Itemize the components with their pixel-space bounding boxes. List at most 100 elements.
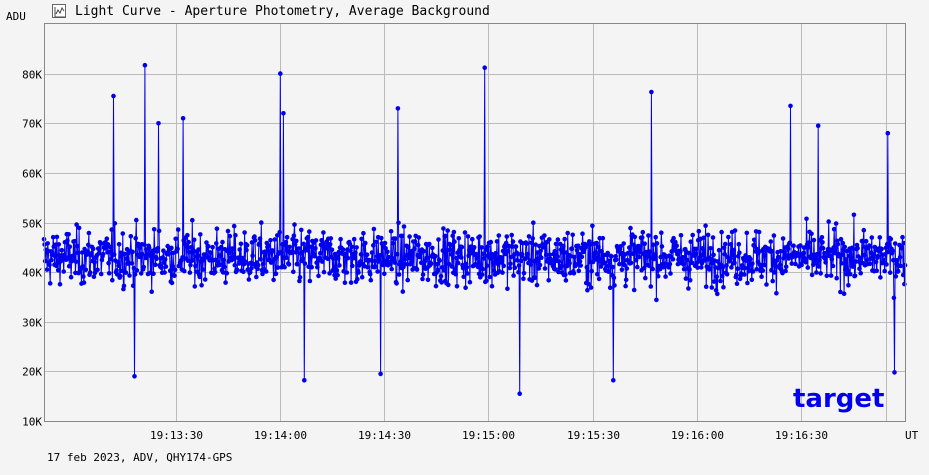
data-point — [481, 251, 486, 257]
data-point — [750, 269, 756, 274]
data-point — [169, 280, 175, 286]
data-point — [162, 270, 167, 275]
data-point — [395, 106, 401, 111]
data-point — [756, 250, 761, 255]
data-point — [250, 253, 255, 259]
series-label-target: target — [793, 384, 885, 414]
data-point — [255, 266, 260, 272]
data-point — [898, 263, 903, 269]
data-point — [454, 284, 460, 289]
y-tick-label: 30K — [22, 317, 42, 330]
data-point — [878, 275, 883, 280]
data-point — [106, 271, 112, 276]
data-point — [282, 264, 287, 270]
data-point — [561, 243, 566, 249]
data-point — [762, 262, 767, 268]
data-point — [463, 285, 468, 291]
data-point — [900, 234, 905, 240]
data-point — [435, 261, 440, 267]
data-point — [742, 265, 748, 271]
plot-frame — [44, 23, 906, 422]
data-point — [383, 246, 388, 251]
data-point — [218, 244, 224, 250]
data-point — [709, 285, 715, 290]
data-point — [287, 244, 292, 250]
data-point — [390, 241, 396, 246]
data-point — [225, 228, 231, 234]
data-point — [817, 257, 822, 263]
data-point — [611, 275, 617, 281]
data-point — [631, 287, 637, 293]
data-point — [734, 272, 739, 278]
data-point — [510, 239, 516, 244]
data-point — [356, 270, 361, 275]
data-point — [890, 248, 895, 254]
data-point — [153, 262, 158, 268]
data-point — [433, 253, 438, 259]
data-point — [791, 243, 796, 248]
data-point — [271, 277, 276, 283]
data-point — [596, 276, 602, 282]
data-point — [74, 222, 79, 227]
data-point — [300, 256, 306, 262]
data-point — [44, 267, 50, 272]
data-point — [519, 251, 525, 257]
data-point — [650, 266, 655, 272]
data-point — [867, 261, 873, 267]
data-point — [877, 235, 883, 240]
data-point — [607, 285, 613, 291]
data-point — [278, 71, 283, 76]
data-point — [116, 241, 122, 247]
data-point — [633, 257, 639, 263]
data-point — [536, 266, 542, 271]
data-point — [361, 230, 366, 236]
data-point — [175, 227, 181, 232]
data-point — [626, 251, 631, 256]
data-point — [542, 266, 548, 271]
data-point — [435, 267, 441, 273]
data-point — [395, 251, 400, 257]
data-point — [789, 261, 795, 266]
data-point — [803, 260, 809, 265]
data-point — [488, 239, 494, 245]
data-point — [793, 261, 798, 267]
data-point — [814, 251, 820, 257]
data-point — [745, 280, 750, 286]
data-point — [185, 232, 190, 238]
data-point — [809, 272, 815, 278]
data-point — [412, 246, 417, 252]
data-point — [500, 270, 505, 275]
data-point — [593, 250, 599, 256]
data-point — [193, 263, 198, 269]
data-point — [575, 243, 581, 249]
data-point — [291, 233, 297, 238]
chart-title: Light Curve - Aperture Photometry, Avera… — [75, 4, 490, 19]
data-point — [871, 251, 876, 257]
data-point — [81, 274, 86, 279]
data-point — [259, 220, 264, 225]
data-point — [59, 247, 65, 253]
data-point — [204, 240, 209, 245]
data-point — [67, 244, 73, 249]
data-point — [335, 272, 340, 278]
data-point — [75, 250, 81, 255]
data-point — [846, 253, 852, 259]
data-point — [242, 230, 247, 235]
data-point — [247, 269, 253, 275]
data-point — [846, 283, 851, 288]
data-point — [462, 230, 468, 235]
data-point — [428, 261, 434, 267]
data-point — [627, 245, 632, 250]
data-point — [588, 285, 594, 290]
data-point — [845, 268, 851, 274]
data-point — [416, 235, 422, 240]
data-point — [491, 268, 497, 273]
data-point — [420, 272, 426, 277]
data-point — [236, 255, 241, 260]
data-point — [244, 247, 249, 253]
data-point — [343, 251, 349, 256]
data-point — [504, 234, 510, 239]
data-point — [467, 279, 473, 285]
data-point — [891, 257, 896, 263]
chart-icon[interactable] — [52, 4, 66, 18]
